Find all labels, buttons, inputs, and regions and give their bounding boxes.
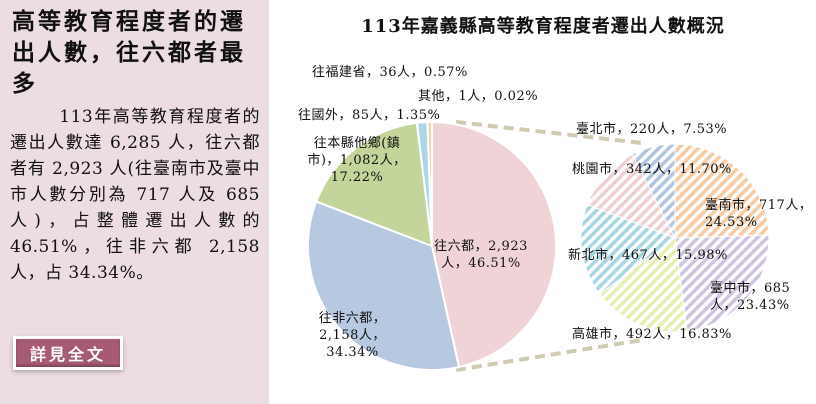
label-tainan: 臺南市，717人，24.53%	[705, 198, 813, 230]
label-fujian: 往福建省，36人，0.57%	[312, 65, 468, 80]
breakdown-pie-slice-3	[580, 204, 677, 295]
breakdown-pie-slice-1	[674, 234, 770, 332]
label-other: 其他，1人，0.02%	[418, 89, 539, 104]
main-pie-slice-0	[431, 120, 557, 369]
main-pie-slice-2	[314, 121, 434, 248]
read-more-button[interactable]: 詳見全文	[16, 339, 120, 367]
summary-panel: 高等教育程度者的遷出人數，往六都者最多 113年高等教育程度者的遷出人數達 6,…	[0, 0, 269, 404]
main-pie-slice-1	[307, 200, 461, 371]
label-taoyuan: 桃園市，342人，11.70%	[572, 162, 732, 177]
breakdown-pie-slice-0	[674, 143, 770, 239]
label-non-six-cities: 往非六都，2,158人，34.34%	[318, 311, 387, 360]
headline: 高等教育程度者的遷出人數，往六都者最多	[12, 8, 246, 97]
chart-title: 113年嘉義縣高等教育程度者遷出人數概況	[361, 16, 725, 37]
label-abroad: 往國外，85人，1.35%	[298, 108, 441, 123]
label-six-cities: 往六都，2,923人，46.51%	[434, 239, 528, 271]
summary-text: 113年高等教育程度者的遷出人數達 6,285 人，往六都者有 2,923 人(…	[10, 107, 260, 283]
label-same-county: 往本縣他鄉(鎮市)，1,082人，17.22%	[307, 136, 407, 185]
pie-chart-svg	[307, 120, 770, 372]
label-taipei: 臺北市，220人，7.53%	[576, 122, 728, 137]
chart-area: 113年嘉義縣高等教育程度者遷出人數概況 往福建省，36人，0.57% 其他，1…	[270, 0, 816, 404]
label-taichung: 臺中市，685人，23.43%	[710, 281, 791, 313]
label-newtaipei: 新北市，467人，15.98%	[568, 248, 728, 263]
label-kaohsiung: 高雄市，492人，16.83%	[572, 327, 732, 342]
more-button-frame: 詳見全文	[13, 336, 123, 370]
breakdown-pie-slice-5	[631, 143, 676, 239]
breakdown-pie-slice-2	[598, 237, 688, 333]
breakdown-pie-slice-4	[586, 153, 677, 239]
